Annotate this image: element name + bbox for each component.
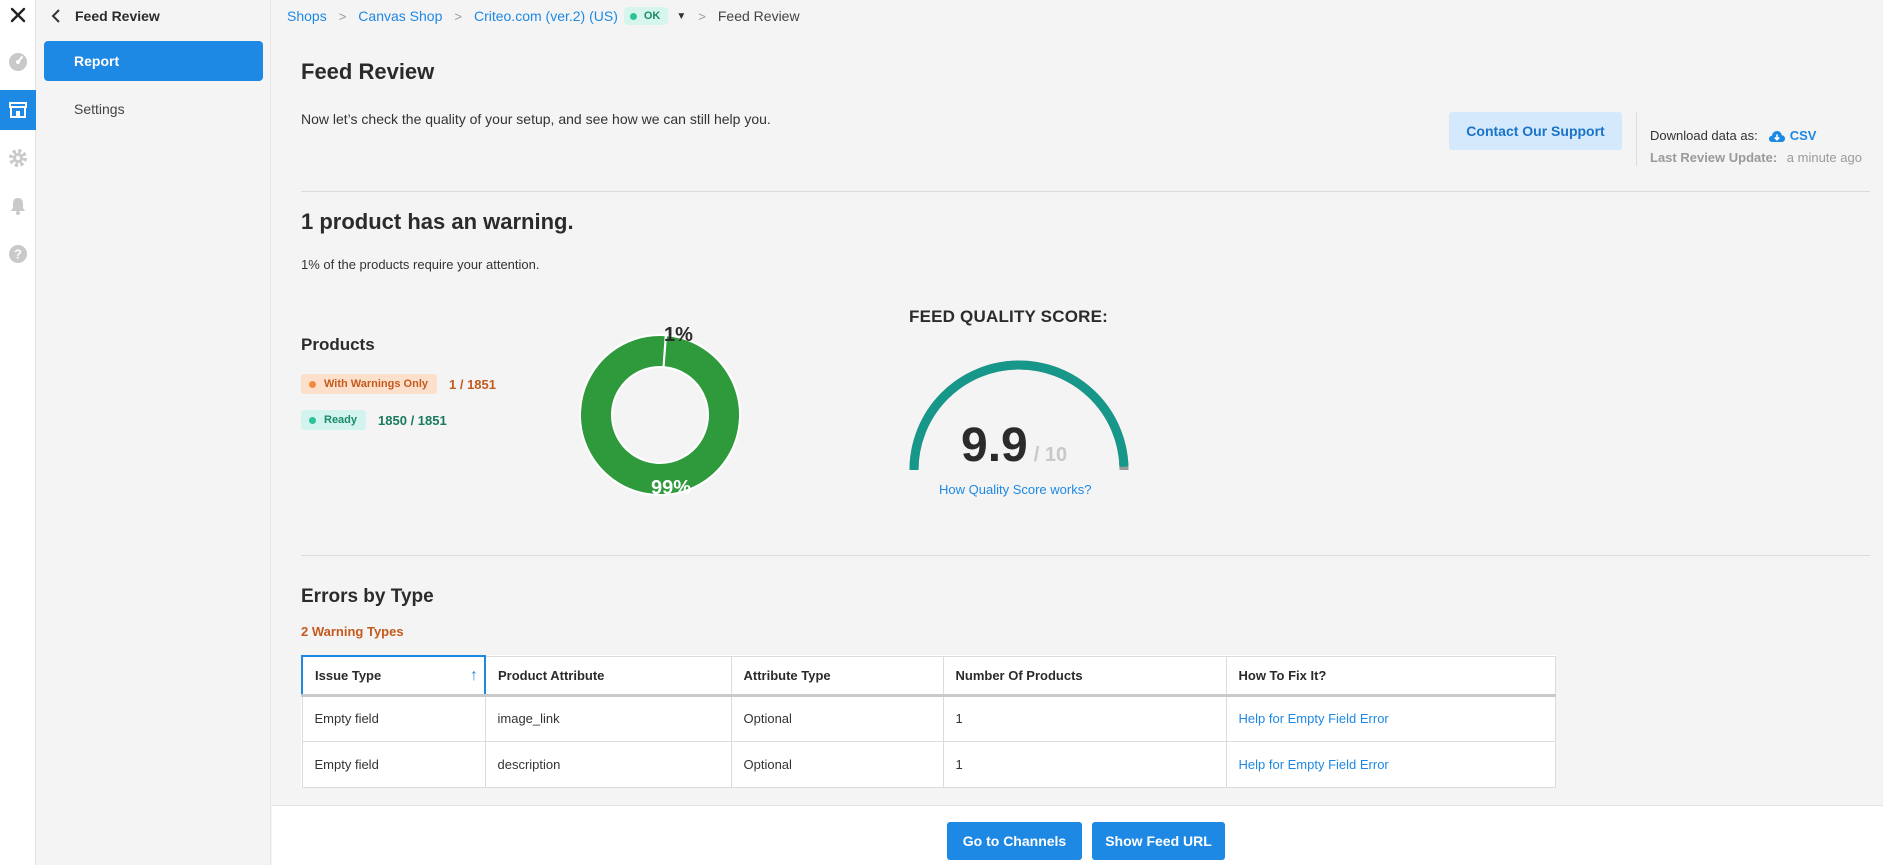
- back-chevron-icon[interactable]: [41, 0, 71, 32]
- products-title: Products: [301, 335, 375, 354]
- close-icon[interactable]: [0, 0, 36, 35]
- last-update-value: a minute ago: [1786, 150, 1862, 165]
- cell-how-to-fix: Help for Empty Field Error: [1225, 694, 1556, 742]
- donut-label-ready: 99%: [651, 477, 692, 499]
- status-badge-label: OK: [643, 10, 661, 22]
- breadcrumb-channel[interactable]: Criteo.com (ver.2) (US): [473, 8, 618, 24]
- ready-pill[interactable]: Ready: [301, 410, 367, 430]
- icon-rail: ?: [0, 0, 36, 865]
- help-icon[interactable]: ?: [0, 234, 36, 274]
- last-review-update: Last Review Update: a minute ago: [1650, 150, 1862, 165]
- donut-slice-ready[interactable]: [579, 334, 741, 496]
- download-data: Download data as: CSV: [1650, 128, 1816, 143]
- subnav-header: Feed Review: [37, 0, 271, 32]
- table-header-row: Issue Type ↑ Product Attribute Attribute …: [301, 655, 1556, 697]
- nav-item-settings[interactable]: Settings: [74, 101, 125, 117]
- sort-ascending-icon[interactable]: ↑: [470, 667, 478, 684]
- section-divider: [301, 555, 1870, 556]
- column-header-attribute-type[interactable]: Attribute Type: [730, 655, 944, 697]
- warnings-pill[interactable]: With Warnings Only: [301, 374, 437, 394]
- secondary-nav: Feed Review Report Settings: [37, 0, 271, 865]
- cell-how-to-fix: Help for Empty Field Error: [1225, 740, 1556, 788]
- breadcrumb: Shops > Canvas Shop > Criteo.com (ver.2)…: [287, 7, 800, 25]
- ready-dot-icon: [309, 416, 316, 424]
- download-label: Download data as:: [1650, 128, 1758, 143]
- legend-warnings: With Warnings Only 1 / 1851: [301, 374, 496, 394]
- cell-issue-type: Empty field: [301, 740, 486, 788]
- products-donut-chart: [579, 333, 741, 496]
- quality-score-max: / 10: [1033, 444, 1068, 466]
- warning-types-count: 2 Warning Types: [301, 624, 404, 639]
- status-badge: OK: [623, 7, 669, 25]
- quality-score-gauge: [909, 360, 1129, 471]
- breadcrumb-separator-icon: >: [454, 8, 462, 24]
- table-row: Empty field image_link Optional 1 Help f…: [301, 694, 1556, 742]
- status-dot-icon: [629, 12, 637, 20]
- cloud-download-icon: [1768, 130, 1785, 142]
- section-divider: [301, 191, 1870, 192]
- channel-dropdown-caret-icon[interactable]: ▼: [676, 10, 687, 22]
- show-feed-url-button[interactable]: Show Feed URL: [1092, 822, 1225, 860]
- help-empty-field-link[interactable]: Help for Empty Field Error: [1238, 756, 1389, 772]
- cell-number-of-products: 1: [942, 740, 1227, 788]
- contact-support-button[interactable]: Contact Our Support: [1449, 112, 1622, 150]
- breadcrumb-separator-icon: >: [338, 8, 347, 24]
- page-title: Feed Review: [301, 59, 435, 84]
- dashboard-icon[interactable]: [0, 42, 36, 82]
- subnav-title: Feed Review: [75, 8, 160, 24]
- gear-icon[interactable]: [0, 138, 36, 178]
- column-header-number-of-products[interactable]: Number Of Products: [942, 655, 1227, 697]
- cell-attribute-type: Optional: [730, 740, 944, 788]
- warnings-pill-label: With Warnings Only: [324, 378, 428, 390]
- quality-score: 9.9 / 10: [961, 418, 1067, 473]
- cell-number-of-products: 1: [942, 694, 1227, 742]
- vertical-divider: [1636, 112, 1637, 166]
- feed-quality-score-title: FEED QUALITY SCORE:: [909, 307, 1109, 326]
- shop-icon[interactable]: [0, 90, 36, 130]
- cell-issue-type: Empty field: [301, 694, 486, 742]
- ready-pill-label: Ready: [324, 414, 358, 426]
- csv-label: CSV: [1789, 128, 1817, 143]
- main-content: Shops > Canvas Shop > Criteo.com (ver.2)…: [272, 0, 1883, 865]
- breadcrumb-canvas-shop[interactable]: Canvas Shop: [358, 8, 443, 24]
- donut-label-warnings: 1%: [664, 324, 693, 346]
- go-to-channels-button[interactable]: Go to Channels: [947, 822, 1082, 860]
- how-quality-score-works-link[interactable]: How Quality Score works?: [939, 482, 1092, 497]
- warning-dot-icon: [309, 380, 316, 388]
- last-update-label: Last Review Update:: [1650, 150, 1778, 165]
- quality-score-value: 9.9: [961, 419, 1028, 472]
- cell-product-attribute: image_link: [484, 694, 732, 742]
- column-header-issue-type[interactable]: Issue Type ↑: [301, 655, 486, 697]
- gauge-fill: [909, 360, 1129, 471]
- breadcrumb-separator-icon: >: [698, 8, 706, 24]
- cell-attribute-type: Optional: [730, 694, 944, 742]
- ready-count: 1850 / 1851: [378, 412, 447, 428]
- svg-text:?: ?: [14, 247, 22, 262]
- errors-by-type-title: Errors by Type: [301, 586, 434, 607]
- bell-icon[interactable]: [0, 186, 36, 226]
- warning-detail: 1% of the products require your attentio…: [301, 257, 540, 272]
- column-header-label: Issue Type: [315, 667, 382, 683]
- warning-headline: 1 product has an warning.: [301, 209, 574, 234]
- breadcrumb-shops[interactable]: Shops: [287, 8, 327, 24]
- column-header-product-attribute[interactable]: Product Attribute: [484, 655, 732, 697]
- footer-bar: Go to Channels Show Feed URL: [272, 805, 1883, 865]
- errors-table: Issue Type ↑ Product Attribute Attribute …: [301, 655, 1556, 788]
- cell-product-attribute: description: [484, 740, 732, 788]
- help-empty-field-link[interactable]: Help for Empty Field Error: [1238, 711, 1389, 726]
- breadcrumb-current: Feed Review: [717, 8, 800, 24]
- download-csv-link[interactable]: CSV: [1762, 128, 1817, 143]
- column-header-how-to-fix[interactable]: How To Fix It?: [1225, 655, 1556, 697]
- page-subtitle: Now let’s check the quality of your setu…: [301, 111, 771, 127]
- legend-ready: Ready 1850 / 1851: [301, 410, 447, 430]
- nav-item-report[interactable]: Report: [44, 41, 263, 81]
- warnings-count: 1 / 1851: [449, 376, 496, 392]
- table-row: Empty field description Optional 1 Help …: [301, 740, 1556, 788]
